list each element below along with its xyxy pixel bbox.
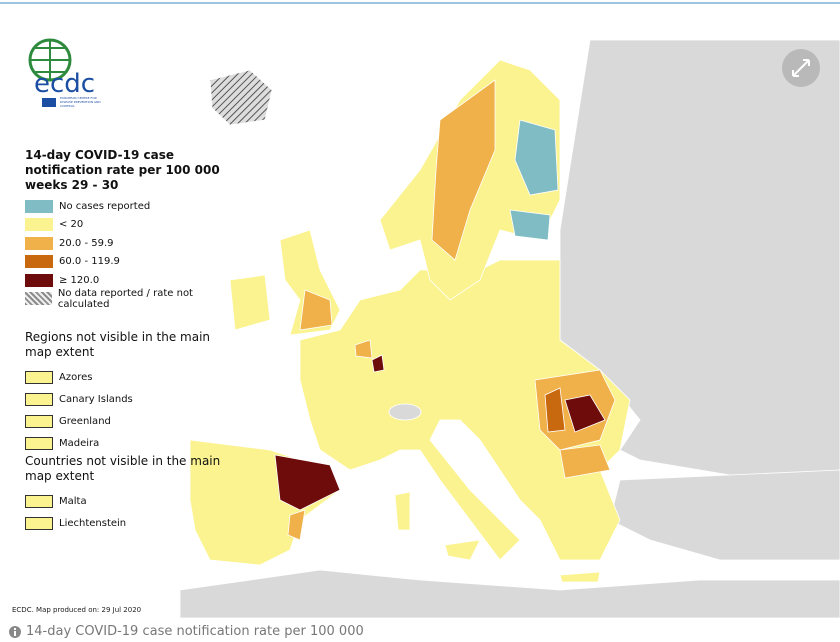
legend-swatch [25,273,53,287]
legend-item: 60.0 - 119.9 [25,253,240,272]
legend-item: ≥ 120.0 [25,271,240,290]
countries-list: Malta Liechtenstein [25,490,240,534]
region-box [25,516,53,530]
region-box [25,392,53,406]
region-box [25,370,53,384]
eu-flag [42,98,56,107]
region-box [25,494,53,508]
region-item: Azores [25,366,240,388]
region-item: Liechtenstein [25,512,240,534]
legend-item: No data reported / rate not calculated [25,287,240,310]
legend-swatch [25,199,53,213]
regions-list: Azores Canary Islands Greenland Madeira [25,366,240,454]
regions-title: Regions not visible in the main map exte… [25,330,211,359]
legend-item: < 20 [25,216,240,235]
logo-subtitle: EUROPEAN CENTRE FOR DISEASE PREVENTION A… [60,96,101,108]
region-box [25,414,53,428]
region-label: Canary Islands [59,393,133,405]
region-item: Canary Islands [25,388,240,410]
region-label: Malta [59,495,87,507]
region-box [25,436,53,450]
legend-label: No cases reported [59,200,151,212]
expand-icon [792,59,810,77]
legend-item: No cases reported [25,197,240,216]
region-label: Azores [59,371,93,383]
logo-grid [30,40,70,80]
legend-label: 20.0 - 59.9 [59,237,114,249]
land [179,39,840,619]
legend-item: 20.0 - 59.9 [25,234,240,253]
legend-label: ≥ 120.0 [59,274,100,286]
legend-label: < 20 [59,219,84,231]
region-label: Madeira [59,437,100,449]
legend-swatch [25,292,52,306]
legend-items: No cases reported < 20 20.0 - 59.9 60.0 - 1… [25,197,240,310]
countries-title: Countries not visible in the main map ex… [25,454,221,483]
region-label: Liechtenstein [59,517,127,529]
credit: ECDC. Map produced on: 29 Jul 2020 [12,606,142,614]
legend-label: No data reported / rate not calculated [57,287,193,310]
logo-name: ecdc [34,69,95,99]
region-item: Malta [25,490,240,512]
region-item: Madeira [25,432,240,454]
legend-title: 14-day COVID-19 case notification rate p… [25,148,220,192]
legend-swatch [25,218,53,232]
region-item: Greenland [25,410,240,432]
caption: 14-day COVID-19 case notification rate p… [26,624,364,639]
info-icon [9,625,21,638]
legend: 14-day COVID-19 case notification rate p… [25,148,240,534]
region-label: Greenland [59,415,111,427]
legend-label: 60.0 - 119.9 [59,256,120,268]
legend-swatch [25,255,53,269]
legend-swatch [25,236,53,250]
caption-row: 14-day COVID-19 case notification rate p… [8,624,364,639]
